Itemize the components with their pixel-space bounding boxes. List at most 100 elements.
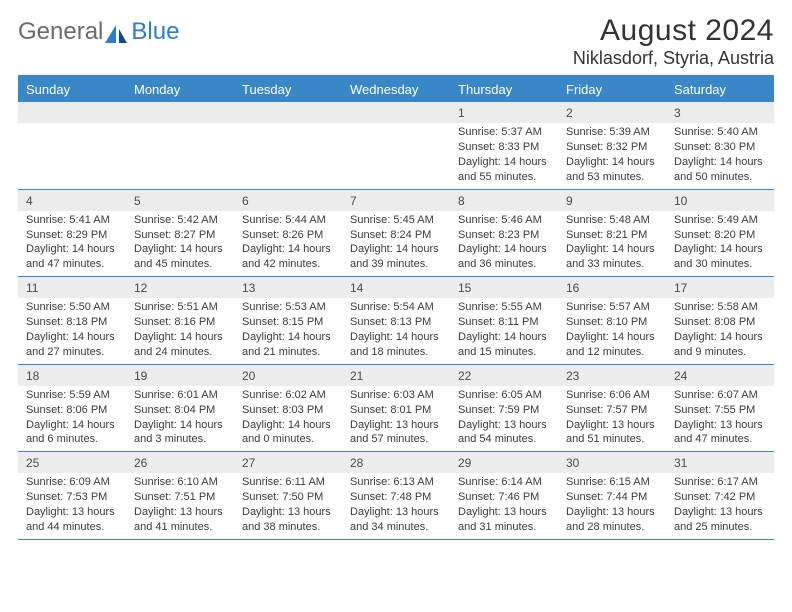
day-number: 11: [18, 277, 126, 298]
daylight-text: Daylight: 14 hours and 39 minutes.: [350, 242, 442, 272]
calendar: Sunday Monday Tuesday Wednesday Thursday…: [18, 75, 774, 540]
sunset-text: Sunset: 7:57 PM: [566, 403, 658, 418]
daylight-text: Daylight: 13 hours and 57 minutes.: [350, 418, 442, 448]
weeks-container: 1Sunrise: 5:37 AMSunset: 8:33 PMDaylight…: [18, 102, 774, 540]
sunrise-text: Sunrise: 5:40 AM: [674, 125, 766, 140]
day-number: 8: [450, 190, 558, 211]
day-info: Sunrise: 5:44 AMSunset: 8:26 PMDaylight:…: [234, 211, 342, 276]
sunrise-text: Sunrise: 5:58 AM: [674, 300, 766, 315]
day-info: Sunrise: 5:57 AMSunset: 8:10 PMDaylight:…: [558, 298, 666, 363]
sunset-text: Sunset: 7:42 PM: [674, 490, 766, 505]
sunset-text: Sunset: 8:03 PM: [242, 403, 334, 418]
title-block: August 2024 Niklasdorf, Styria, Austria: [573, 14, 774, 69]
sunset-text: Sunset: 8:15 PM: [242, 315, 334, 330]
sunrise-text: Sunrise: 5:41 AM: [26, 213, 118, 228]
day-name: Tuesday: [234, 77, 342, 102]
day-names-row: Sunday Monday Tuesday Wednesday Thursday…: [18, 77, 774, 102]
sunrise-text: Sunrise: 5:44 AM: [242, 213, 334, 228]
day-info: Sunrise: 5:53 AMSunset: 8:15 PMDaylight:…: [234, 298, 342, 363]
calendar-cell: 5Sunrise: 5:42 AMSunset: 8:27 PMDaylight…: [126, 190, 234, 277]
day-info: Sunrise: 6:06 AMSunset: 7:57 PMDaylight:…: [558, 386, 666, 451]
daylight-text: Daylight: 14 hours and 0 minutes.: [242, 418, 334, 448]
daylight-text: Daylight: 14 hours and 21 minutes.: [242, 330, 334, 360]
day-number: 6: [234, 190, 342, 211]
day-number: 28: [342, 452, 450, 473]
logo-text-general: General: [18, 18, 103, 46]
day-number: 14: [342, 277, 450, 298]
daylight-text: Daylight: 13 hours and 41 minutes.: [134, 505, 226, 535]
day-info: Sunrise: 5:42 AMSunset: 8:27 PMDaylight:…: [126, 211, 234, 276]
sunrise-text: Sunrise: 6:14 AM: [458, 475, 550, 490]
day-number: 4: [18, 190, 126, 211]
logo: General Blue: [18, 14, 179, 46]
sunset-text: Sunset: 8:06 PM: [26, 403, 118, 418]
sunset-text: Sunset: 7:50 PM: [242, 490, 334, 505]
calendar-cell: 7Sunrise: 5:45 AMSunset: 8:24 PMDaylight…: [342, 190, 450, 277]
sunset-text: Sunset: 8:21 PM: [566, 228, 658, 243]
day-number: 20: [234, 365, 342, 386]
daylight-text: Daylight: 13 hours and 31 minutes.: [458, 505, 550, 535]
sunset-text: Sunset: 8:33 PM: [458, 140, 550, 155]
sunset-text: Sunset: 7:48 PM: [350, 490, 442, 505]
day-number: 21: [342, 365, 450, 386]
calendar-cell: 21Sunrise: 6:03 AMSunset: 8:01 PMDayligh…: [342, 365, 450, 452]
sunset-text: Sunset: 8:26 PM: [242, 228, 334, 243]
daylight-text: Daylight: 14 hours and 36 minutes.: [458, 242, 550, 272]
daylight-text: Daylight: 14 hours and 12 minutes.: [566, 330, 658, 360]
sunrise-text: Sunrise: 6:06 AM: [566, 388, 658, 403]
day-number: 27: [234, 452, 342, 473]
day-number: 24: [666, 365, 774, 386]
sunrise-text: Sunrise: 5:42 AM: [134, 213, 226, 228]
calendar-cell: 15Sunrise: 5:55 AMSunset: 8:11 PMDayligh…: [450, 277, 558, 364]
day-info: Sunrise: 5:39 AMSunset: 8:32 PMDaylight:…: [558, 123, 666, 188]
calendar-cell: [18, 102, 126, 189]
day-info: Sunrise: 5:48 AMSunset: 8:21 PMDaylight:…: [558, 211, 666, 276]
day-info: Sunrise: 5:41 AMSunset: 8:29 PMDaylight:…: [18, 211, 126, 276]
sunset-text: Sunset: 8:32 PM: [566, 140, 658, 155]
logo-text-blue: Blue: [131, 18, 179, 46]
daylight-text: Daylight: 14 hours and 47 minutes.: [26, 242, 118, 272]
daylight-text: Daylight: 14 hours and 6 minutes.: [26, 418, 118, 448]
day-number: 2: [558, 102, 666, 123]
sunrise-text: Sunrise: 6:10 AM: [134, 475, 226, 490]
day-info: Sunrise: 6:05 AMSunset: 7:59 PMDaylight:…: [450, 386, 558, 451]
day-number: 12: [126, 277, 234, 298]
week-row: 4Sunrise: 5:41 AMSunset: 8:29 PMDaylight…: [18, 190, 774, 278]
day-info: Sunrise: 6:17 AMSunset: 7:42 PMDaylight:…: [666, 473, 774, 538]
day-info: Sunrise: 5:54 AMSunset: 8:13 PMDaylight:…: [342, 298, 450, 363]
daylight-text: Daylight: 14 hours and 53 minutes.: [566, 155, 658, 185]
day-info: Sunrise: 6:02 AMSunset: 8:03 PMDaylight:…: [234, 386, 342, 451]
day-name: Sunday: [18, 77, 126, 102]
calendar-cell: 22Sunrise: 6:05 AMSunset: 7:59 PMDayligh…: [450, 365, 558, 452]
sunset-text: Sunset: 7:55 PM: [674, 403, 766, 418]
sunset-text: Sunset: 8:27 PM: [134, 228, 226, 243]
day-info: Sunrise: 5:59 AMSunset: 8:06 PMDaylight:…: [18, 386, 126, 451]
calendar-cell: 10Sunrise: 5:49 AMSunset: 8:20 PMDayligh…: [666, 190, 774, 277]
sunset-text: Sunset: 7:46 PM: [458, 490, 550, 505]
day-info: Sunrise: 5:55 AMSunset: 8:11 PMDaylight:…: [450, 298, 558, 363]
sunrise-text: Sunrise: 6:03 AM: [350, 388, 442, 403]
sunrise-text: Sunrise: 6:17 AM: [674, 475, 766, 490]
day-name: Friday: [558, 77, 666, 102]
day-info: Sunrise: 5:51 AMSunset: 8:16 PMDaylight:…: [126, 298, 234, 363]
calendar-cell: 13Sunrise: 5:53 AMSunset: 8:15 PMDayligh…: [234, 277, 342, 364]
daylight-text: Daylight: 13 hours and 44 minutes.: [26, 505, 118, 535]
day-info: Sunrise: 6:11 AMSunset: 7:50 PMDaylight:…: [234, 473, 342, 538]
calendar-cell: 23Sunrise: 6:06 AMSunset: 7:57 PMDayligh…: [558, 365, 666, 452]
day-info: Sunrise: 6:09 AMSunset: 7:53 PMDaylight:…: [18, 473, 126, 538]
day-number: [234, 102, 342, 123]
day-info: Sunrise: 6:14 AMSunset: 7:46 PMDaylight:…: [450, 473, 558, 538]
calendar-cell: 12Sunrise: 5:51 AMSunset: 8:16 PMDayligh…: [126, 277, 234, 364]
day-info: Sunrise: 5:58 AMSunset: 8:08 PMDaylight:…: [666, 298, 774, 363]
daylight-text: Daylight: 14 hours and 33 minutes.: [566, 242, 658, 272]
sunrise-text: Sunrise: 5:49 AM: [674, 213, 766, 228]
daylight-text: Daylight: 14 hours and 24 minutes.: [134, 330, 226, 360]
day-number: [342, 102, 450, 123]
day-number: 18: [18, 365, 126, 386]
week-row: 25Sunrise: 6:09 AMSunset: 7:53 PMDayligh…: [18, 452, 774, 540]
sunset-text: Sunset: 8:18 PM: [26, 315, 118, 330]
calendar-cell: 24Sunrise: 6:07 AMSunset: 7:55 PMDayligh…: [666, 365, 774, 452]
daylight-text: Daylight: 13 hours and 47 minutes.: [674, 418, 766, 448]
page-title: August 2024: [573, 14, 774, 48]
day-info: Sunrise: 5:49 AMSunset: 8:20 PMDaylight:…: [666, 211, 774, 276]
